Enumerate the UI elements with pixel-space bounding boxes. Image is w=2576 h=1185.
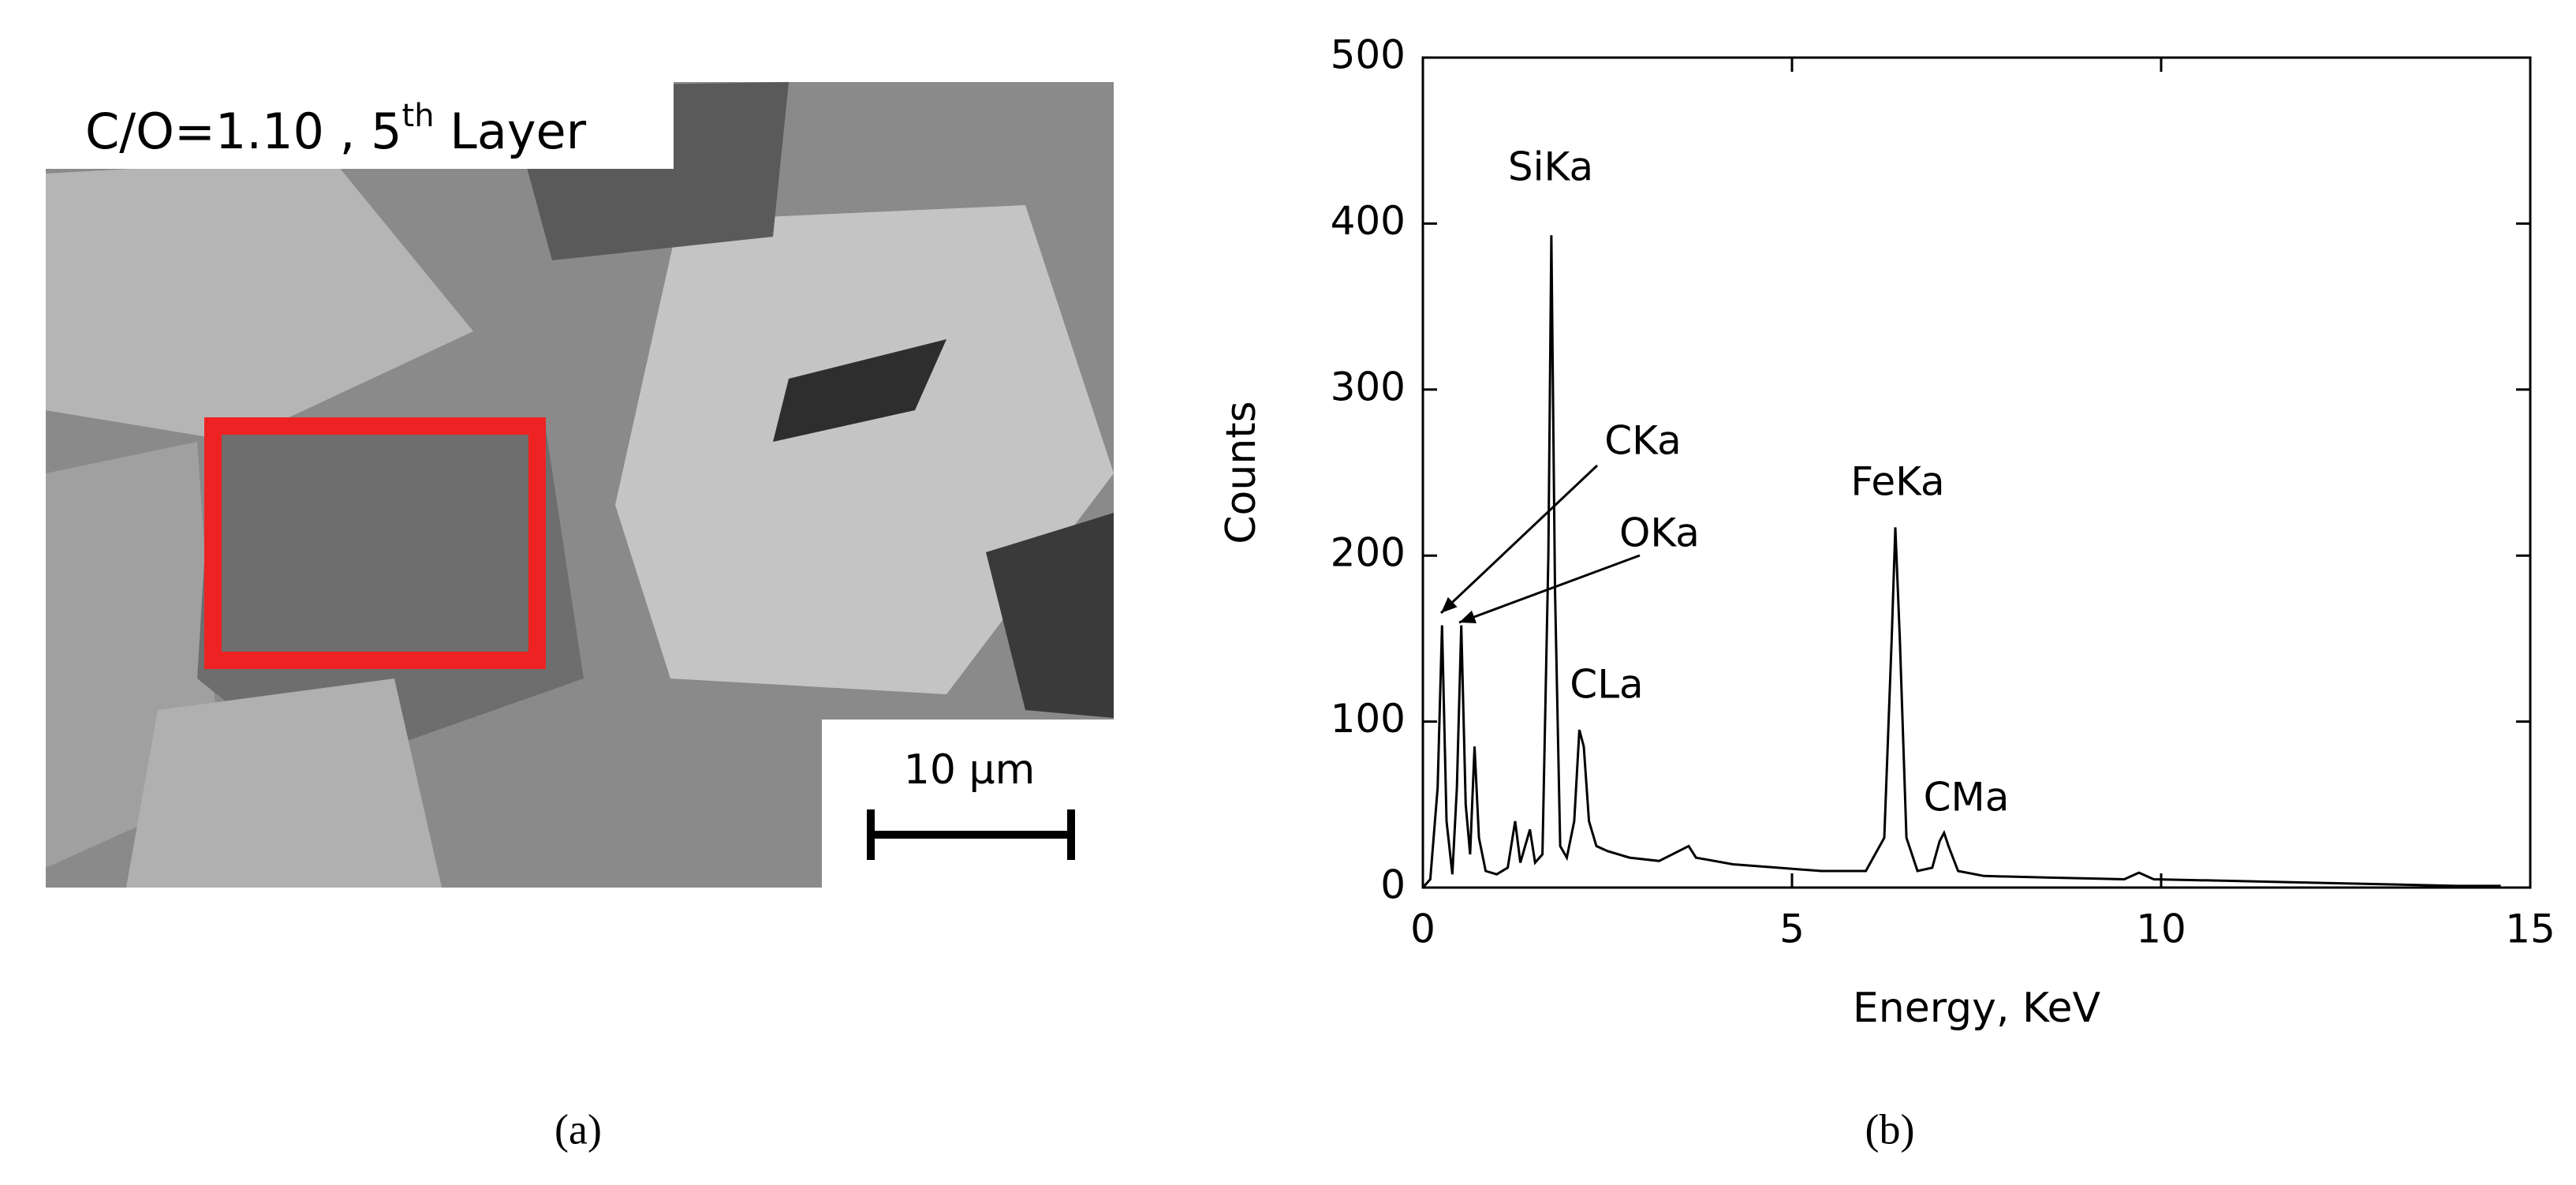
peak-label: FeKa: [1850, 459, 1944, 505]
panel-label: (a): [554, 1105, 602, 1153]
peak-label: CLa: [1570, 662, 1643, 708]
arrow-head: [1441, 596, 1458, 613]
x-tick-label: 10: [2136, 907, 2186, 952]
texture: [986, 513, 1114, 718]
peak-label: OKa: [1619, 510, 1700, 556]
scale-box: [822, 720, 1115, 889]
texture: [615, 205, 1114, 694]
y-tick-label: 0: [1380, 862, 1406, 908]
x-tick-label: 5: [1779, 907, 1805, 952]
caption-sup: th: [402, 98, 435, 134]
y-axis-label: Counts: [1218, 401, 1265, 544]
x-axis-label: Energy, KeV: [1853, 985, 2101, 1032]
scale-bar-label: 10 μm: [904, 746, 1035, 794]
selection-box: [204, 417, 546, 669]
peak-label: CKa: [1604, 418, 1681, 464]
arrow-line: [1439, 464, 1599, 615]
peak-label: CMa: [1924, 775, 2010, 821]
texture: [126, 678, 442, 888]
panel-label: (b): [1865, 1105, 1915, 1153]
sem-image: C/O=1.10 , 5th Layer 10 μm: [46, 82, 1115, 889]
plot-frame: [1421, 56, 2532, 889]
y-tick-label: 400: [1331, 198, 1406, 244]
arrow-line: [1458, 554, 1641, 624]
y-tick-label: 100: [1331, 696, 1406, 742]
caption-tail: Layer: [435, 103, 587, 160]
y-tick-label: 200: [1331, 530, 1406, 576]
y-tick-label: 500: [1331, 32, 1406, 78]
texture: [773, 339, 946, 442]
caption-box: [46, 82, 674, 169]
y-tick-label: 300: [1331, 364, 1406, 409]
x-tick-label: 0: [1410, 907, 1435, 952]
image-caption: C/O=1.10 , 5th Layer: [85, 98, 587, 160]
peak-label: SiKa: [1508, 144, 1593, 190]
texture: [197, 418, 584, 773]
arrow-head: [1459, 610, 1477, 623]
texture: [46, 158, 473, 442]
spectrum-line: [1421, 235, 2501, 889]
x-tick-label: 15: [2505, 907, 2555, 952]
caption-main: C/O=1.10 , 5: [85, 103, 402, 160]
scale-bar: [867, 809, 1075, 860]
